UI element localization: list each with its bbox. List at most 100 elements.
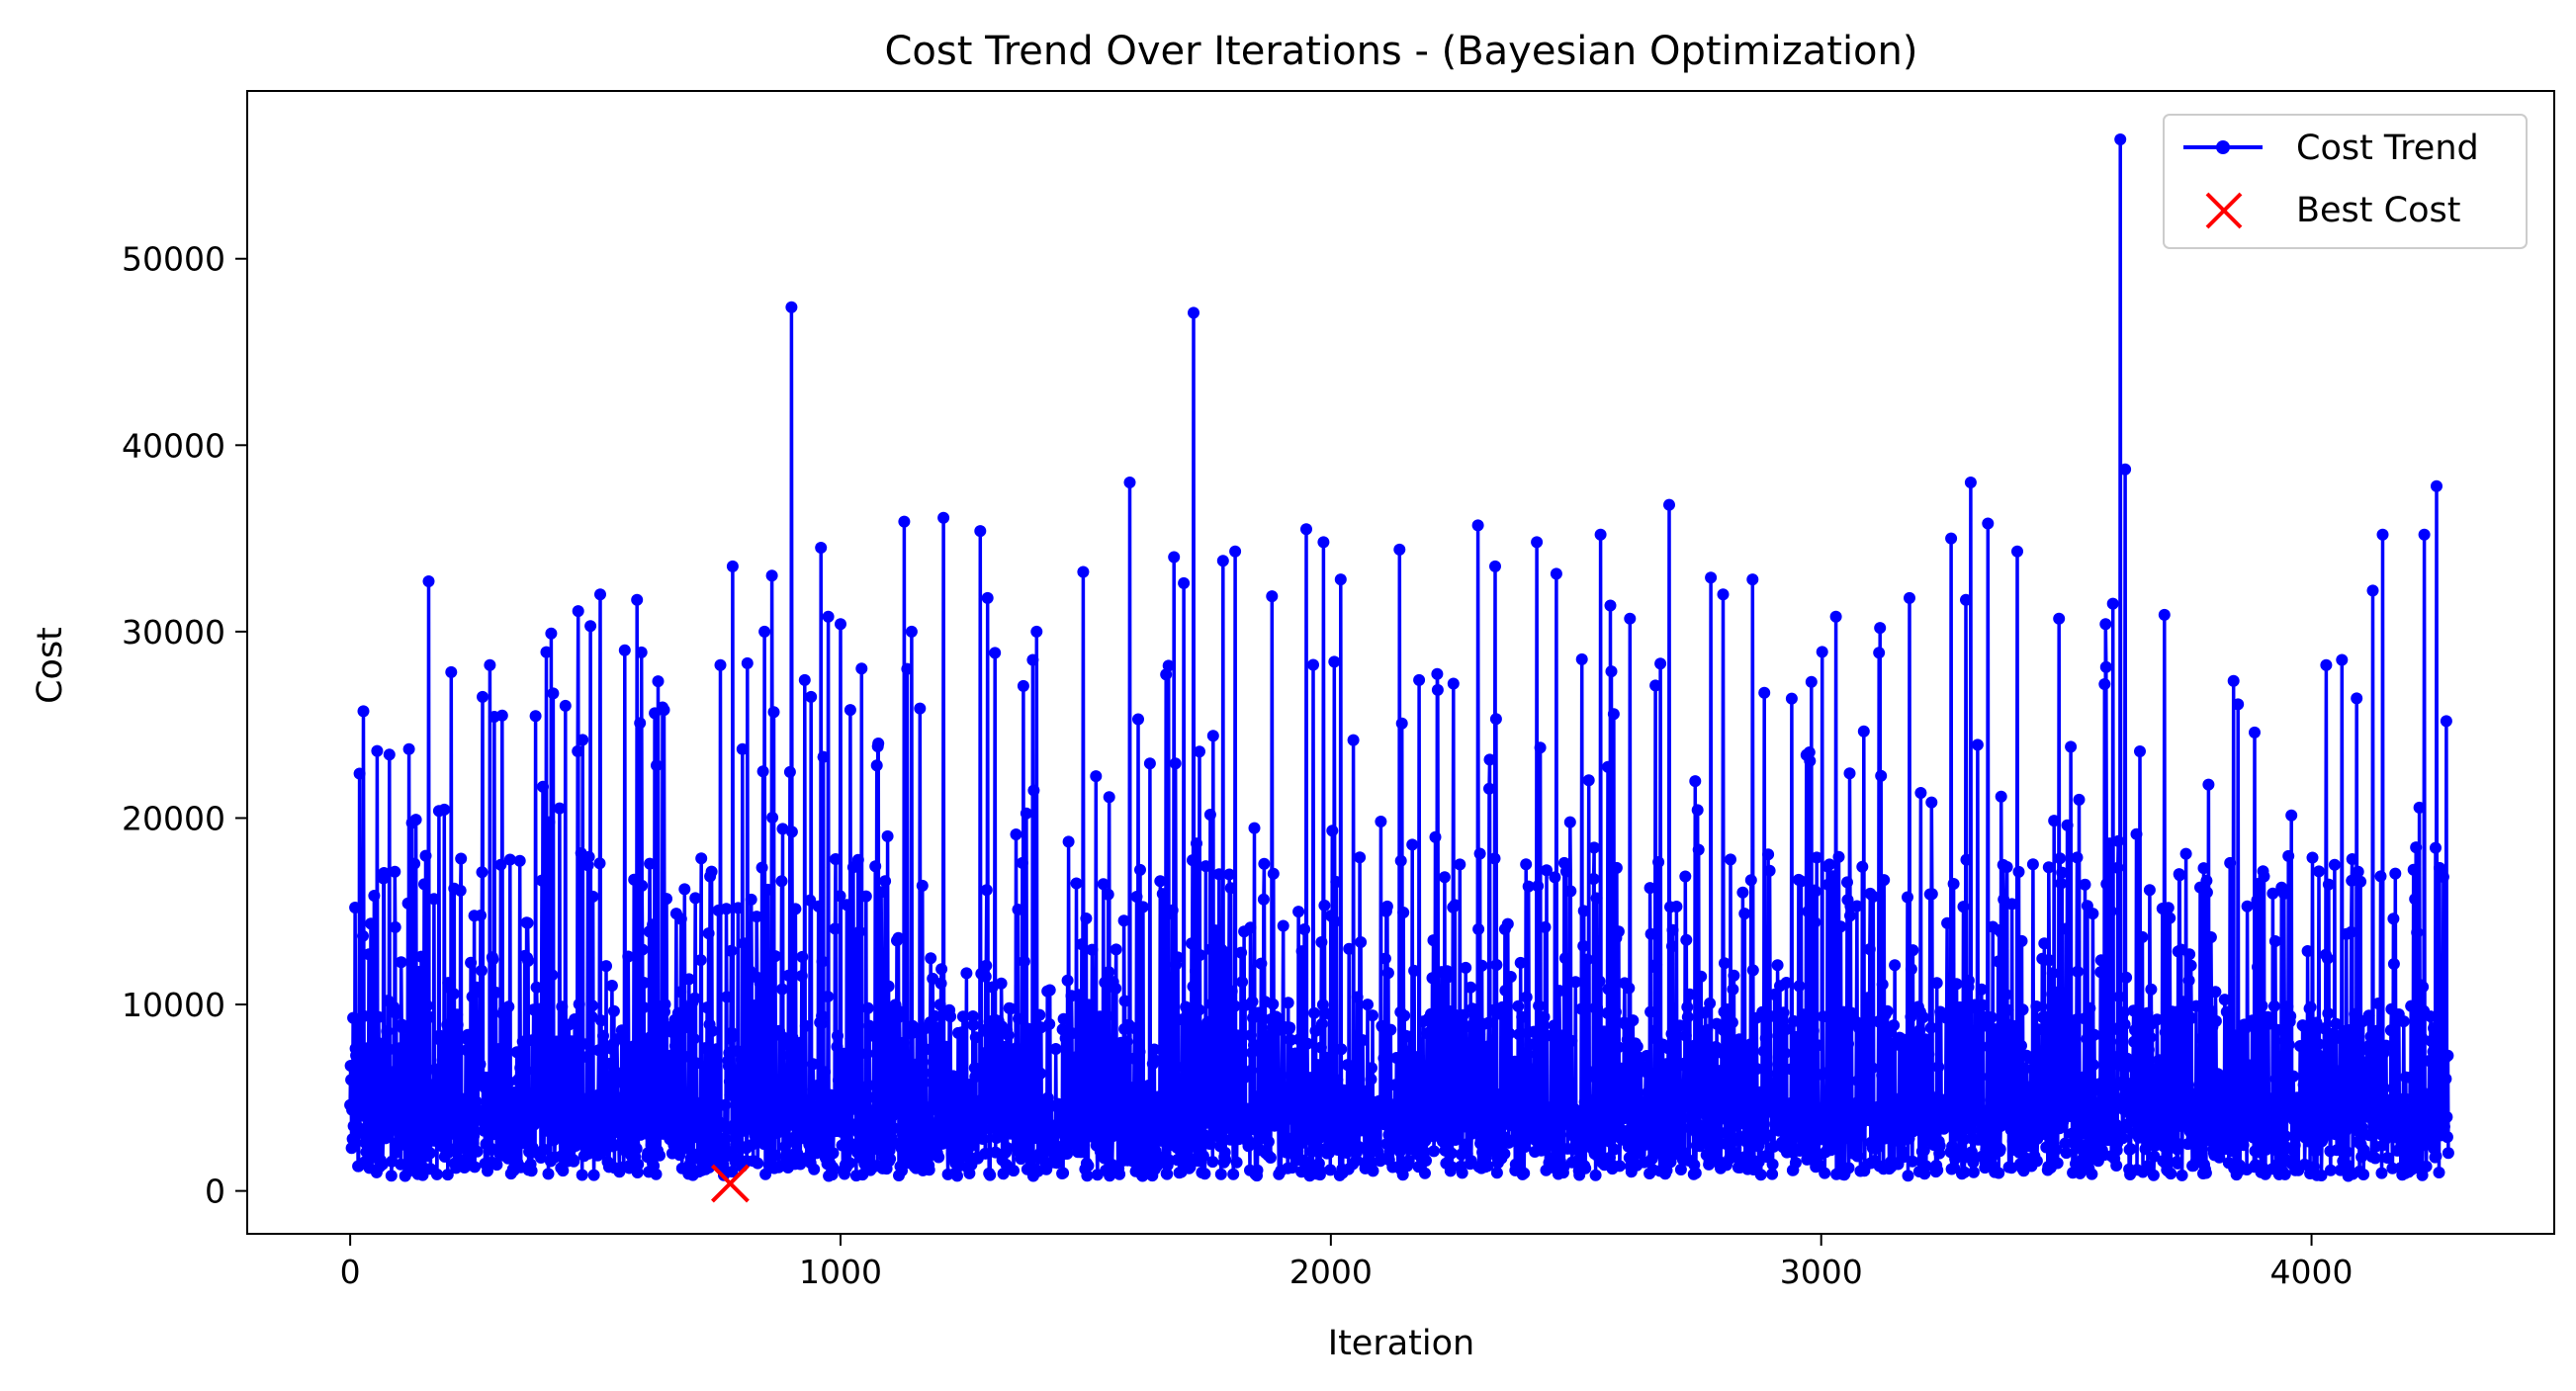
cost-point [2411,926,2424,939]
cost-point [408,857,421,870]
cost-point [701,1001,714,1014]
cost-point [1861,1005,1874,1017]
cost-point [2045,1000,2058,1013]
cost-point [543,816,556,828]
cost-point [1113,1168,1126,1180]
cost-point [1077,565,1090,578]
cost-point [401,1093,414,1105]
cost-point [1983,1040,1996,1053]
cost-point [498,1017,511,1030]
cost-point [1466,1127,1478,1140]
cost-point [2320,658,2333,671]
cost-point [2341,1146,2354,1159]
cost-point [1397,907,1410,918]
cost-point [1950,978,1963,991]
cost-point [1103,791,1115,804]
cost-point [1130,891,1143,903]
cost-point [1367,1009,1378,1022]
cost-point [2100,878,2113,891]
cost-point [436,1106,449,1119]
cost-point [1663,498,1675,511]
cost-point [819,1066,832,1079]
cost-point [2202,778,2215,791]
cost-point [1960,853,1973,866]
cost-point [2267,1000,2280,1012]
cost-point [2034,1070,2047,1082]
cost-point [1644,1005,1657,1018]
cost-point [1197,1150,1209,1163]
cost-point [1193,1003,1205,1016]
cost-point [468,1130,481,1142]
cost-point [1248,822,1261,834]
cost-point [1807,1024,1820,1037]
cost-point [1426,972,1439,985]
cost-point [540,646,553,658]
cost-point [1408,964,1421,977]
cost-point [775,875,788,888]
cost-point [869,860,882,873]
cost-point [2408,1132,2421,1145]
cost-point [744,1095,756,1108]
cost-point [1609,1005,1622,1018]
cost-point [2120,971,2133,984]
cost-point [776,823,789,835]
cost-point [979,1147,992,1160]
cost-point [1206,1156,1219,1169]
cost-point [2288,1139,2301,1152]
cost-point [1204,943,1217,956]
cost-point [1098,1152,1110,1165]
cost-point [1099,1028,1111,1041]
cost-point [1429,830,1442,843]
cost-point [1488,852,1501,865]
cost-point [595,1014,607,1027]
cost-point [402,742,415,755]
cost-point [822,991,835,1002]
cost-point [2256,1076,2267,1087]
cost-point [1564,885,1577,898]
cost-point [2071,851,2084,864]
cost-point [1624,612,1637,625]
cost-point [407,1047,420,1060]
cost-point [1505,1071,1518,1084]
cost-point [569,1013,581,1025]
cost-point [1212,868,1225,881]
cost-point [530,981,543,994]
cost-point [2094,966,2107,979]
cost-point [923,1164,935,1176]
cost-point [2387,958,2400,970]
cost-point [1823,858,1836,871]
cost-point [580,1051,593,1064]
cost-point [2114,1035,2127,1048]
cost-point [2246,1014,2259,1027]
cost-point [489,986,502,999]
cost-point [653,1027,665,1040]
cost-point [955,1026,968,1039]
cost-point [2128,1035,2141,1048]
cost-point [2341,1050,2354,1063]
cost-point [1908,1043,1920,1056]
cost-point [1251,1164,1264,1176]
cost-point [859,890,872,903]
cost-point [516,1035,529,1048]
cost-point [1381,967,1394,980]
cost-point [1110,982,1122,995]
cost-point [1662,1042,1674,1055]
cost-point [389,920,401,933]
cost-point [2387,913,2400,925]
cost-point [2106,597,2119,610]
cost-point [525,1165,538,1177]
cost-point [1582,774,1595,787]
cost-point [2241,900,2254,913]
cost-point [2369,1152,2381,1165]
cost-point [1089,1100,1102,1113]
cost-point [2193,1146,2206,1159]
cost-point [618,644,631,656]
cost-point [2413,801,2426,814]
cost-point [1061,974,1074,987]
cost-point [1168,551,1181,564]
cost-point [1469,1040,1482,1053]
cost-point [1518,1167,1531,1179]
cost-point [600,960,612,973]
cost-point [419,849,432,862]
cost-point [1156,888,1169,901]
